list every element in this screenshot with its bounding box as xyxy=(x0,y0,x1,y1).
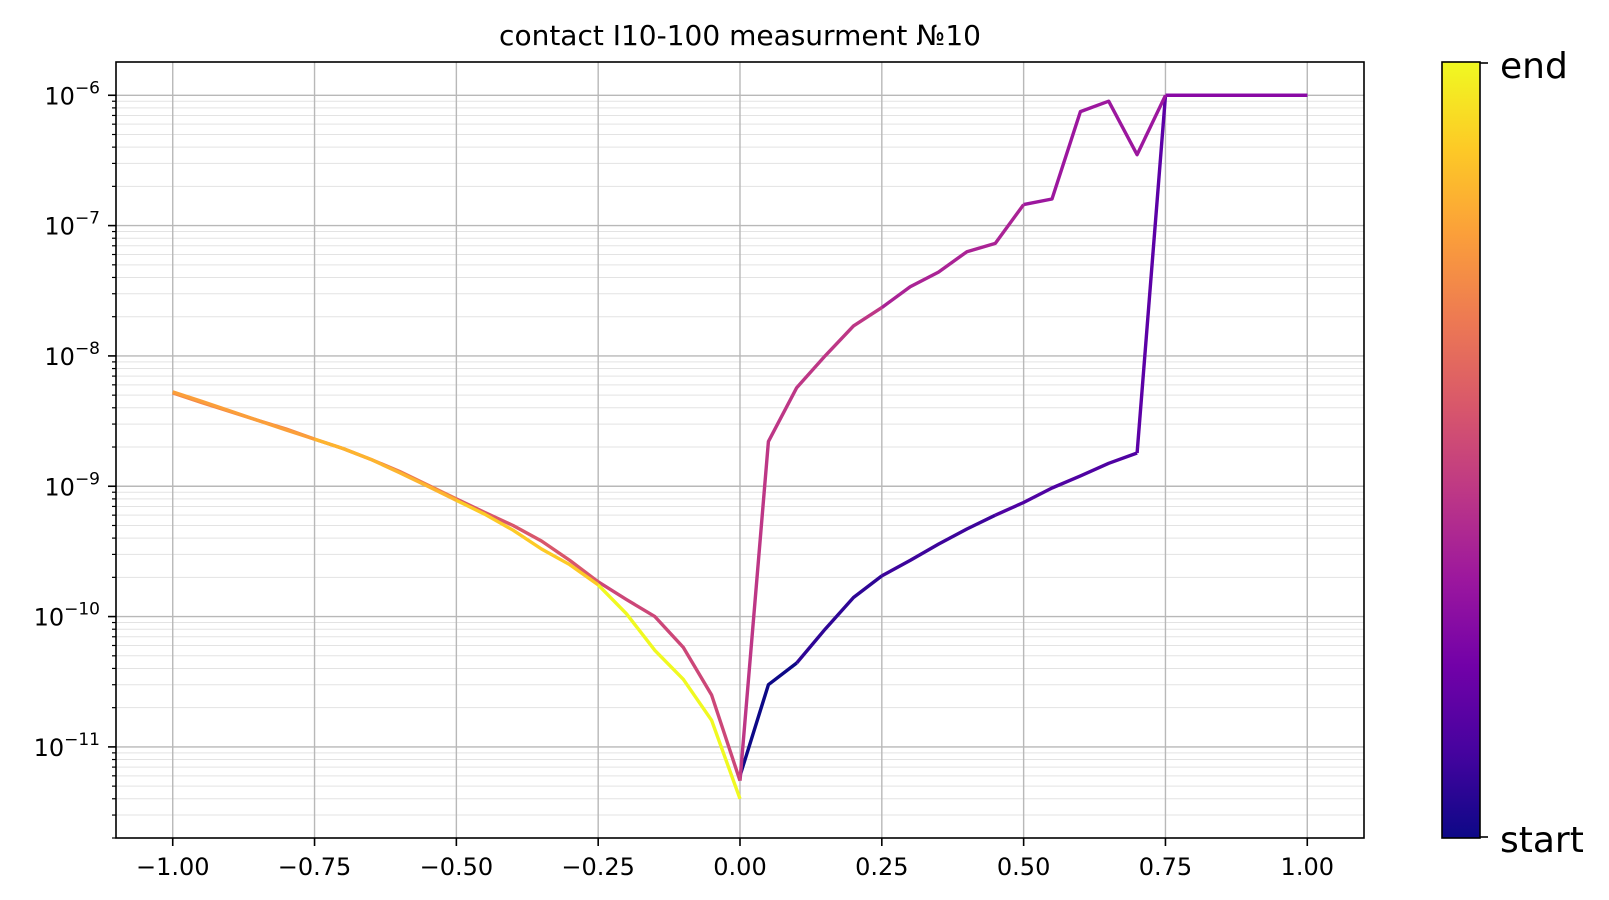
series-line xyxy=(738,306,883,781)
plot-series xyxy=(172,93,1308,800)
x-axis: −1.00 −0.75 −0.50 −0.25 0.00 0.25 0.50 0.75 1.00 xyxy=(136,838,1334,881)
series-line xyxy=(597,580,742,782)
x-tick-label: −0.75 xyxy=(278,853,352,881)
x-tick-label: −0.25 xyxy=(561,853,635,881)
series-line xyxy=(313,437,458,502)
series-line xyxy=(1135,95,1168,454)
y-tick-label: 10−8 xyxy=(44,339,100,371)
x-tick-label: −1.00 xyxy=(136,853,210,881)
chart-title: contact I10-100 measurment №10 xyxy=(499,19,981,52)
colorbar-end-label: end xyxy=(1500,46,1568,87)
colorbar: end start xyxy=(1441,46,1584,861)
x-tick-label: 0.75 xyxy=(1139,853,1192,881)
x-tick-label: 1.00 xyxy=(1281,853,1334,881)
y-tick-label: 10−7 xyxy=(44,209,100,241)
series-line xyxy=(738,661,798,777)
colorbar-start-label: start xyxy=(1500,820,1584,861)
x-tick-label: 0.25 xyxy=(855,853,908,881)
series-line xyxy=(1023,94,1168,207)
series-line xyxy=(795,574,883,665)
y-tick-label: 10−11 xyxy=(34,730,100,762)
y-tick-label: 10−6 xyxy=(44,78,100,110)
colorbar-gradient xyxy=(1441,61,1481,839)
series-line xyxy=(994,451,1138,517)
series-line xyxy=(596,583,742,800)
y-axis: 10−6 10−7 10−8 10−9 10−10 10−11 xyxy=(34,78,116,839)
y-tick-label: 10−9 xyxy=(44,469,100,501)
x-tick-label: 0.50 xyxy=(997,853,1050,881)
x-tick-label: 0.00 xyxy=(713,853,766,881)
grid xyxy=(116,62,1364,839)
series-line xyxy=(172,390,316,441)
series-line xyxy=(880,203,1025,309)
series-line xyxy=(880,513,997,578)
series-line xyxy=(455,498,600,587)
x-tick-label: −0.50 xyxy=(420,853,494,881)
y-tick-label: 10−10 xyxy=(34,600,100,632)
